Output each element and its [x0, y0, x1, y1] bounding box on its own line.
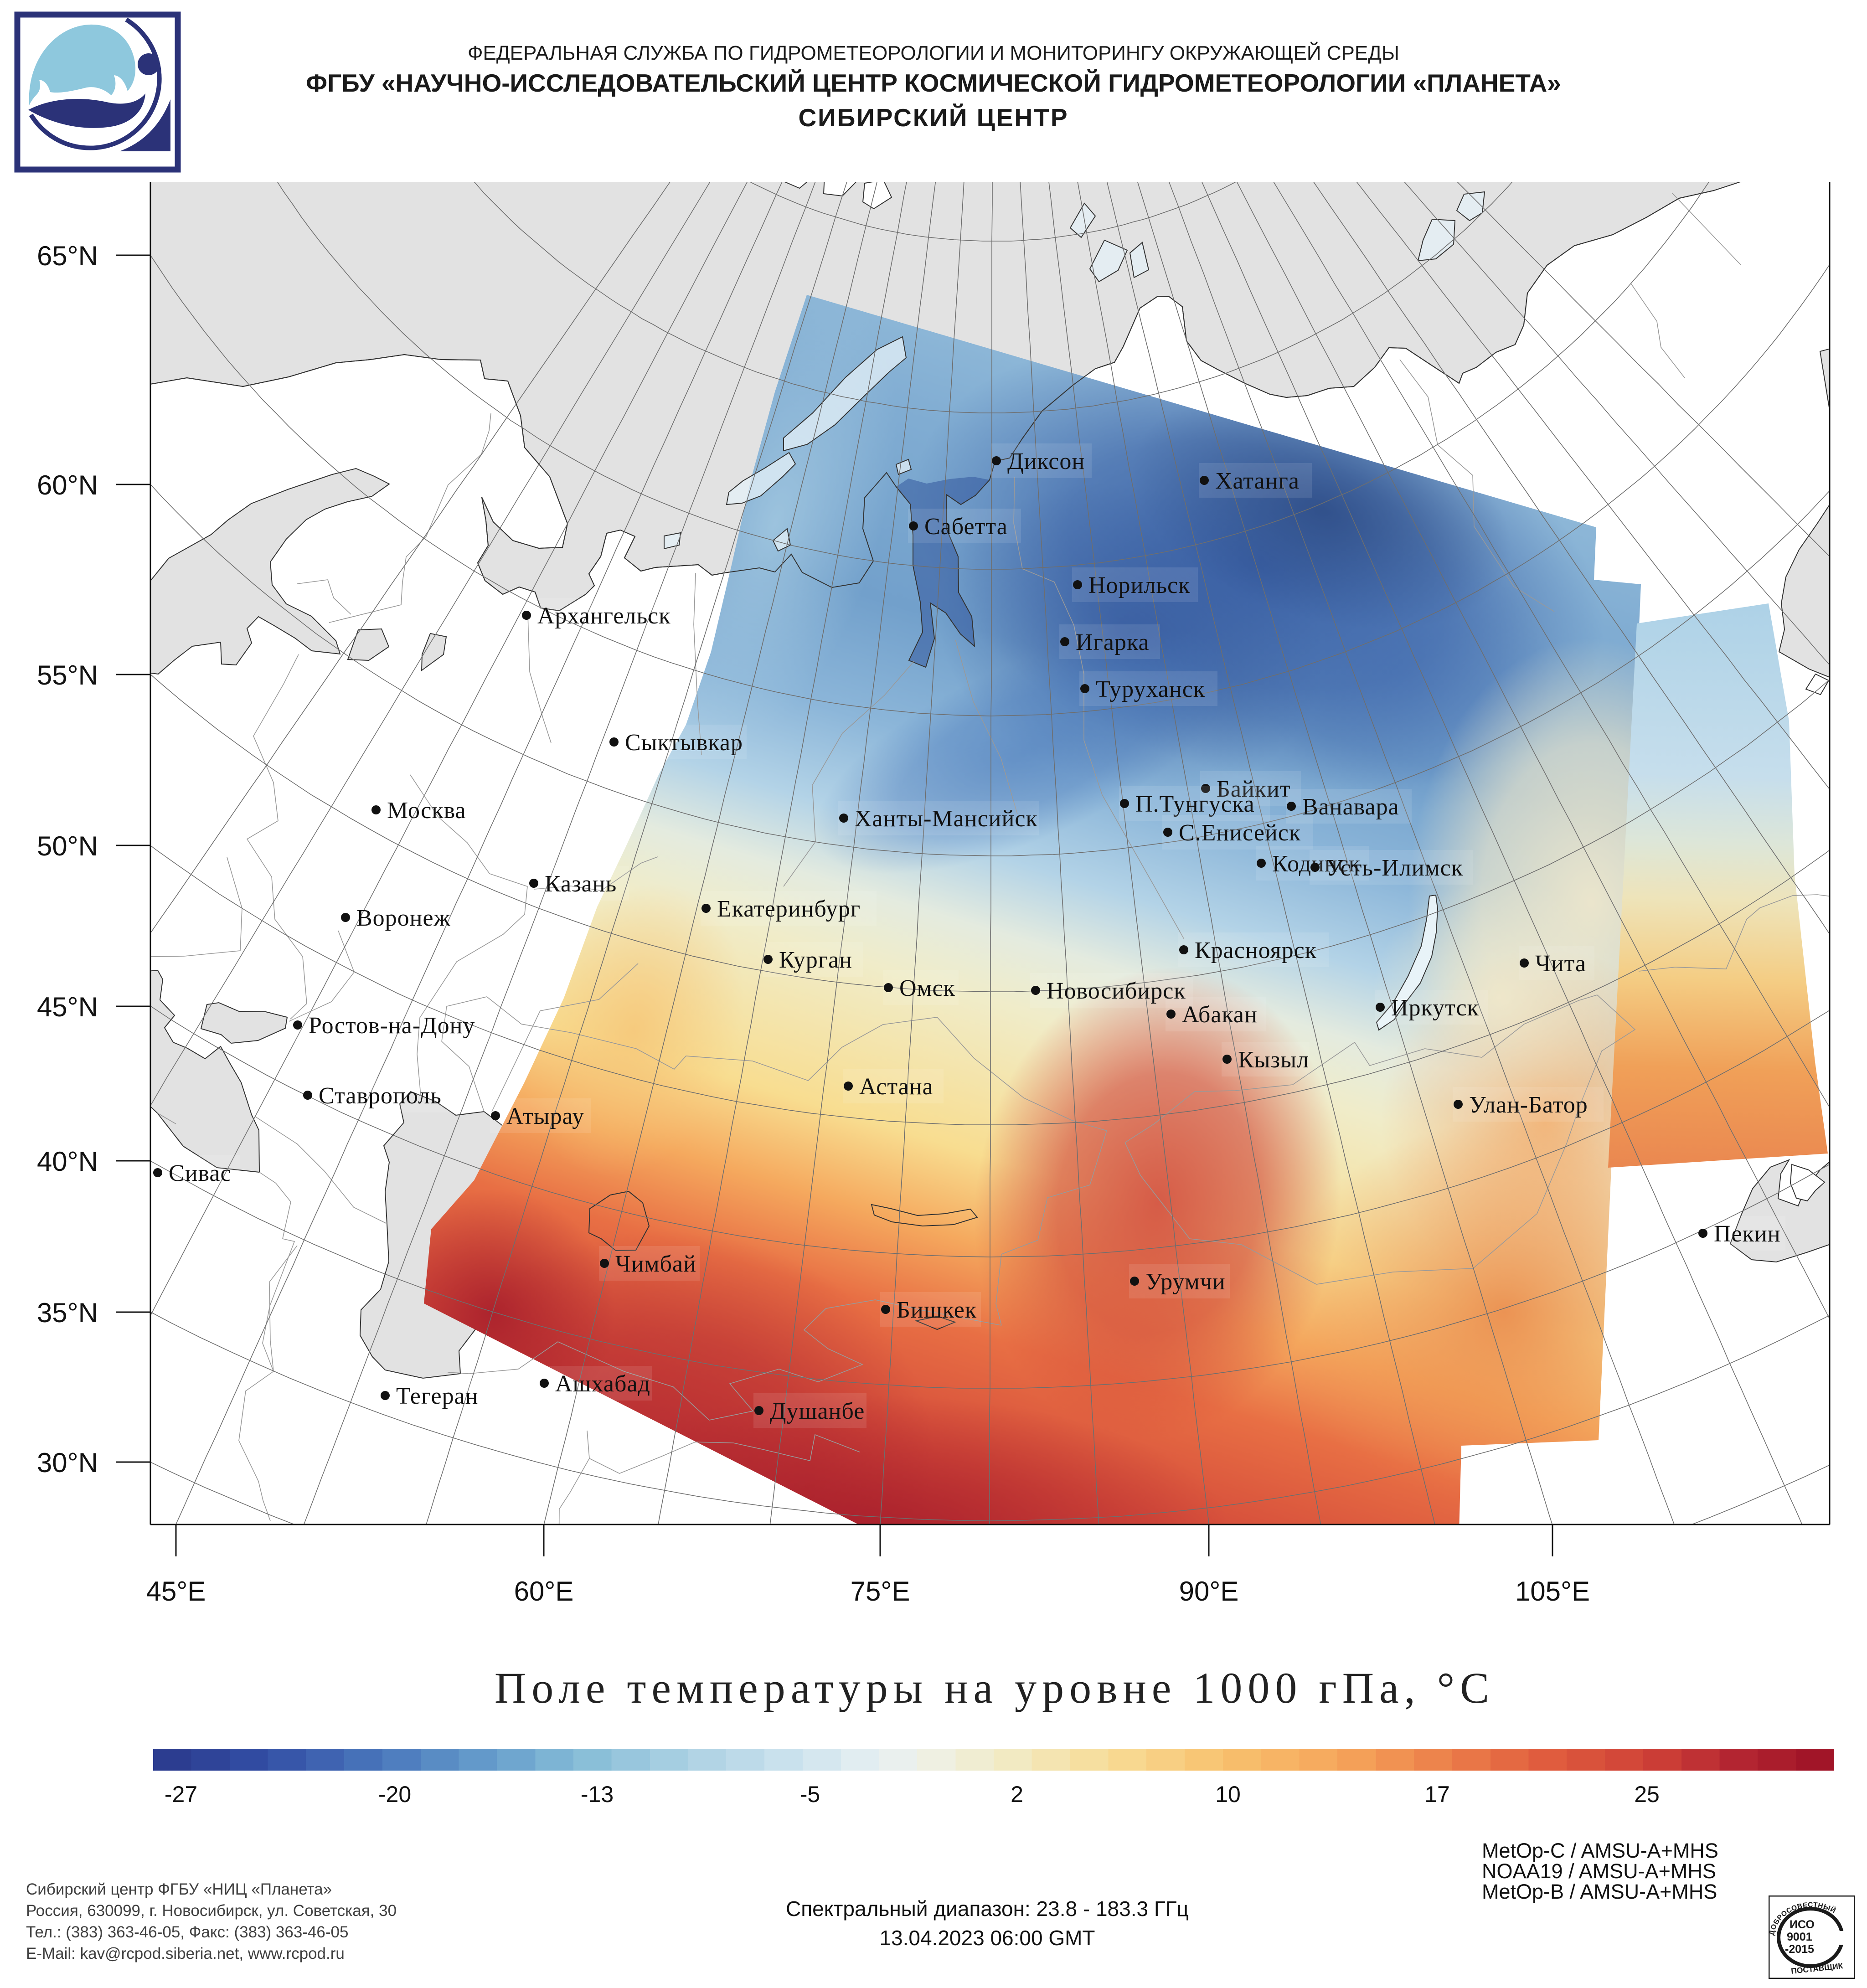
- svg-text:Усть-Илимск: Усть-Илимск: [1326, 855, 1463, 881]
- svg-text:Сыктывкар: Сыктывкар: [625, 730, 743, 756]
- svg-text:Ставрополь: Ставрополь: [319, 1083, 442, 1109]
- svg-text:Екатеринбург: Екатеринбург: [717, 896, 861, 922]
- svg-text:60°N: 60°N: [37, 470, 98, 500]
- svg-text:Игарка: Игарка: [1076, 629, 1150, 655]
- svg-text:Иркутск: Иркутск: [1391, 995, 1479, 1021]
- svg-text:Урумчи: Урумчи: [1145, 1269, 1226, 1295]
- svg-text:П.Тунгуска: П.Тунгуска: [1135, 791, 1255, 817]
- svg-text:Улан-Батор: Улан-Батор: [1469, 1092, 1588, 1118]
- svg-text:Архангельск: Архангельск: [537, 603, 671, 629]
- svg-text:75°E: 75°E: [851, 1576, 910, 1607]
- svg-text:Хатанга: Хатанга: [1215, 468, 1300, 494]
- svg-text:90°E: 90°E: [1179, 1576, 1239, 1607]
- svg-text:ИСО: ИСО: [1790, 1918, 1815, 1931]
- svg-text:Воронеж: Воронеж: [356, 905, 451, 931]
- svg-text:105°E: 105°E: [1515, 1576, 1590, 1607]
- svg-text:Ванавара: Ванавара: [1302, 794, 1399, 820]
- svg-text:Казань: Казань: [545, 871, 617, 897]
- svg-text:50°N: 50°N: [37, 831, 98, 861]
- svg-text:Тегеран: Тегеран: [396, 1383, 479, 1409]
- svg-text:Ханты-Мансийск: Ханты-Мансийск: [855, 806, 1038, 832]
- svg-text:Бишкек: Бишкек: [897, 1297, 977, 1323]
- svg-text:55°N: 55°N: [37, 660, 98, 690]
- svg-text:45°N: 45°N: [37, 992, 98, 1022]
- svg-text:Сивас: Сивас: [169, 1160, 232, 1186]
- svg-text:40°N: 40°N: [37, 1146, 98, 1177]
- svg-text:Ашхабад: Ашхабад: [555, 1371, 650, 1397]
- svg-text:Красноярск: Красноярск: [1195, 937, 1317, 963]
- svg-text:Москва: Москва: [387, 798, 466, 824]
- svg-text:Кызыл: Кызыл: [1238, 1047, 1309, 1073]
- svg-text:Ростов-на-Дону: Ростов-на-Дону: [309, 1013, 475, 1039]
- svg-text:Курган: Курган: [779, 947, 852, 973]
- svg-text:-2015: -2015: [1785, 1943, 1814, 1956]
- svg-text:65°N: 65°N: [37, 241, 98, 271]
- svg-text:Диксон: Диксон: [1007, 448, 1085, 474]
- svg-text:Атырау: Атырау: [506, 1103, 584, 1129]
- svg-text:Астана: Астана: [859, 1074, 934, 1100]
- svg-text:Душанбе: Душанбе: [770, 1398, 865, 1424]
- svg-text:60°E: 60°E: [514, 1576, 574, 1607]
- svg-text:9001: 9001: [1787, 1931, 1812, 1943]
- svg-text:Чимбай: Чимбай: [615, 1251, 696, 1277]
- svg-text:Новосибирск: Новосибирск: [1047, 978, 1186, 1004]
- svg-text:Пекин: Пекин: [1714, 1221, 1781, 1247]
- svg-text:С.Енисейск: С.Енисейск: [1179, 820, 1301, 846]
- svg-text:Омск: Омск: [899, 975, 955, 1001]
- svg-text:Абакан: Абакан: [1182, 1002, 1258, 1028]
- svg-text:Туруханск: Туруханск: [1096, 676, 1205, 702]
- svg-text:Норильск: Норильск: [1088, 572, 1190, 598]
- svg-text:Чита: Чита: [1535, 951, 1586, 977]
- svg-text:Байкит: Байкит: [1217, 776, 1291, 802]
- svg-text:Сабетта: Сабетта: [924, 514, 1008, 540]
- svg-text:45°E: 45°E: [146, 1576, 206, 1607]
- svg-text:35°N: 35°N: [37, 1298, 98, 1328]
- svg-text:30°N: 30°N: [37, 1447, 98, 1478]
